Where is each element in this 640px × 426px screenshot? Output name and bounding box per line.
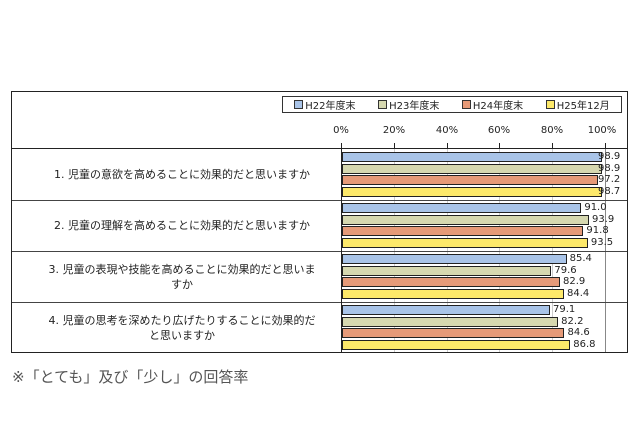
bar — [342, 214, 589, 225]
bar — [342, 305, 551, 315]
bar — [342, 186, 602, 197]
tick-label: 60% — [487, 125, 511, 136]
y-axis-line — [341, 143, 342, 352]
tick-label: 0% — [333, 125, 349, 136]
legend-swatch-icon — [294, 100, 304, 109]
legend-swatch-icon — [545, 100, 555, 109]
bar-value-label: 97.2 — [598, 174, 621, 185]
legend: H22年度末 H23年度末 H24年度末 H25年12月 — [282, 96, 622, 113]
row-separator — [12, 251, 627, 252]
bar — [342, 237, 588, 248]
axis-tick — [605, 143, 606, 148]
bar — [342, 316, 559, 327]
bar-value-label: 85.4 — [569, 253, 592, 264]
bar — [342, 265, 552, 276]
category-label-1: 1. 児童の意欲を高めることに効果的だと思いますか — [54, 168, 310, 181]
bar-value-label: 98.7 — [598, 185, 621, 197]
label-line: 4. 児童の思考を深めたり広げたりすることに効果的だ — [48, 313, 316, 327]
legend-label: H22年度末 — [305, 101, 356, 112]
axis-tick — [447, 143, 448, 148]
legend-item-h24: H24年度末 — [461, 97, 524, 112]
category-label-4: 4. 児童の思考を深めたり広げたりすることに効果的だ と思いますか — [32, 302, 332, 353]
bar — [342, 254, 567, 264]
label-line: と思いますか — [149, 328, 215, 342]
bar — [342, 277, 561, 287]
footnote: ※「とても」及び「少し」の回答率 — [12, 368, 249, 386]
bar — [342, 203, 582, 213]
gridline — [447, 149, 448, 352]
chart-frame: H22年度末 H23年度末 H24年度末 H25年12月 0% 20% 40% … — [11, 91, 628, 353]
bar-value-label: 86.8 — [573, 338, 596, 350]
label-line: 3. 児童の表現や技能を高めることに効果的だと思いま — [48, 262, 316, 276]
legend-label: H25年12月 — [556, 101, 610, 112]
bar-value-label: 79.1 — [553, 304, 576, 315]
label-line: すか — [171, 277, 193, 291]
tick-label: 40% — [435, 125, 459, 136]
bar-value-label: 84.4 — [566, 287, 590, 299]
gridline — [605, 149, 606, 352]
tick-label: 100% — [587, 125, 617, 136]
bar — [342, 226, 584, 236]
bar-value-label: 84.6 — [567, 327, 590, 338]
row-separator — [12, 200, 627, 201]
row-separator — [12, 302, 627, 303]
legend-item-h25: H25年12月 — [545, 97, 610, 112]
legend-swatch-icon — [378, 100, 388, 109]
bar-value-label: 93.9 — [591, 213, 615, 225]
gridline — [552, 149, 553, 352]
tick-label: 20% — [382, 125, 406, 136]
bar — [342, 288, 564, 299]
x-axis-line — [12, 148, 627, 149]
bar-value-label: 82.2 — [561, 315, 584, 327]
bar — [342, 339, 571, 350]
legend-label: H24年度末 — [472, 101, 524, 112]
legend-label: H23年度末 — [389, 101, 440, 112]
gridline — [499, 149, 500, 352]
bar — [342, 175, 598, 185]
tick-label: 80% — [540, 125, 564, 136]
bar-value-label: 91.8 — [586, 225, 609, 236]
axis-tick — [552, 143, 553, 148]
legend-item-h23: H23年度末 — [378, 97, 439, 112]
bar-value-label: 93.5 — [590, 236, 614, 248]
legend-item-h22: H22年度末 — [294, 97, 356, 112]
gridline — [394, 149, 395, 352]
bar-value-label: 98.9 — [598, 162, 621, 174]
bar-value-label: 79.6 — [554, 264, 577, 276]
category-label-3: 3. 児童の表現や技能を高めることに効果的だと思いま すか — [32, 251, 332, 302]
bar — [342, 328, 565, 338]
axis-tick — [499, 143, 500, 148]
category-label-2: 2. 児童の理解を高めることに効果的だと思いますか — [54, 219, 310, 232]
bar-value-label: 91.0 — [584, 202, 607, 213]
bar-value-label: 98.9 — [598, 151, 621, 162]
bar — [342, 163, 603, 174]
legend-swatch-icon — [461, 100, 471, 109]
axis-tick — [394, 143, 395, 148]
bar — [342, 152, 603, 162]
bar-value-label: 82.9 — [563, 276, 586, 287]
